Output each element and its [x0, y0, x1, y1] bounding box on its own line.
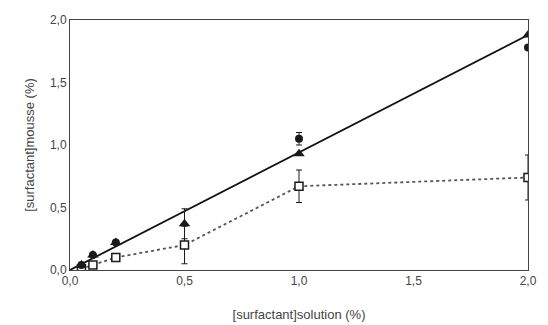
svg-text:1,5: 1,5 — [405, 274, 422, 288]
svg-text:0,0: 0,0 — [50, 263, 67, 277]
svg-text:2,0: 2,0 — [50, 13, 67, 27]
svg-text:2,0: 2,0 — [520, 274, 537, 288]
svg-text:1,0: 1,0 — [50, 138, 67, 152]
svg-text:[surfactant]solution (%): [surfactant]solution (%) — [233, 307, 366, 322]
svg-text:1,0: 1,0 — [291, 274, 308, 288]
svg-text:[surfactant]mousse (%): [surfactant]mousse (%) — [22, 78, 37, 212]
svg-text:0,5: 0,5 — [50, 201, 67, 215]
svg-text:1,5: 1,5 — [50, 76, 67, 90]
svg-text:0,0: 0,0 — [62, 274, 79, 288]
svg-text:0,5: 0,5 — [176, 274, 193, 288]
